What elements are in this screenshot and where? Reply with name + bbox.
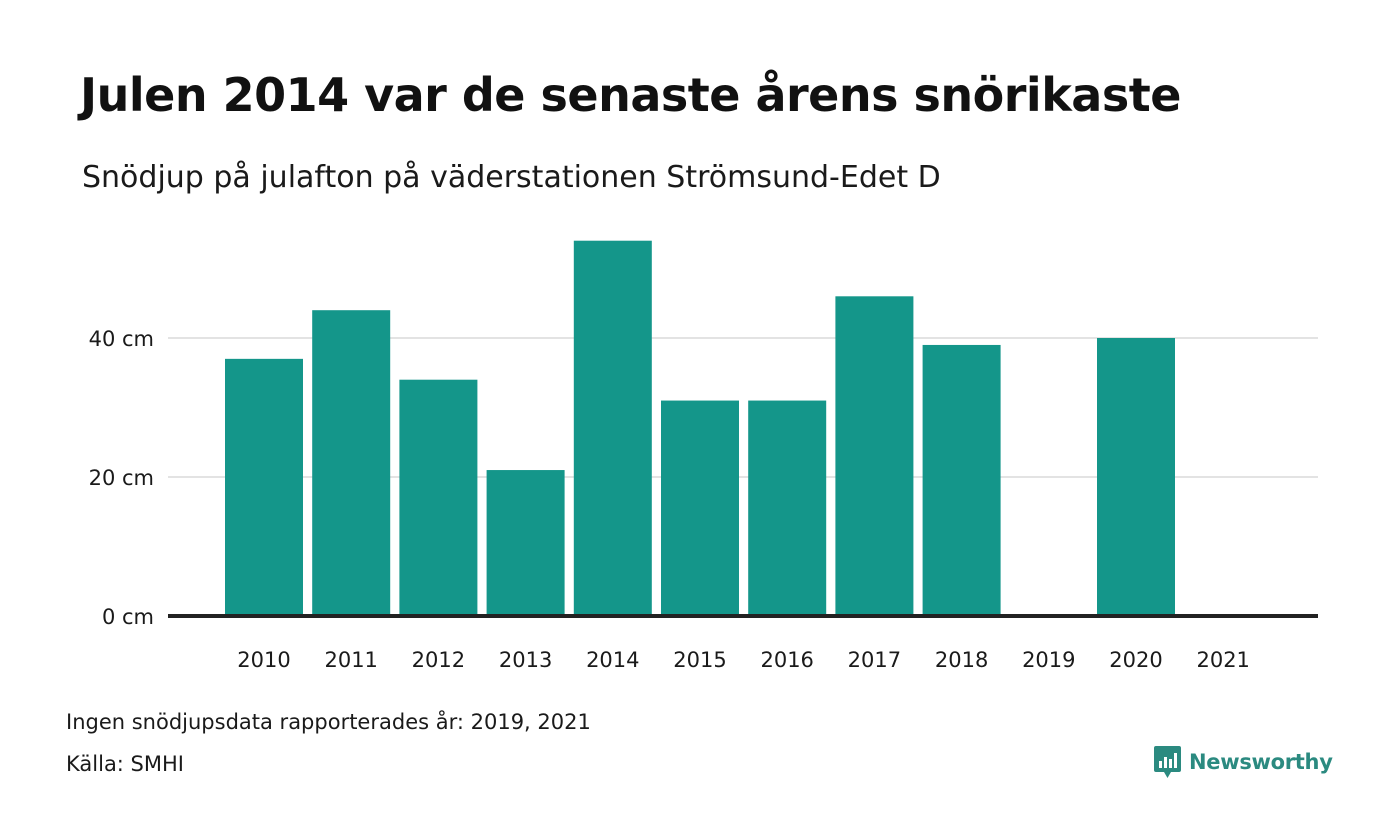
x-tick-label: 2012 <box>412 648 465 672</box>
bar <box>835 296 914 616</box>
bar <box>312 310 391 616</box>
x-tick-label: 2015 <box>673 648 726 672</box>
missing-data-note: Ingen snödjupsdata rapporterades år: 201… <box>66 710 591 734</box>
x-tick-label: 2018 <box>935 648 988 672</box>
bar <box>748 400 827 616</box>
newsworthy-logo-icon <box>1154 746 1181 778</box>
x-tick-label: 2019 <box>1022 648 1075 672</box>
x-tick-label: 2010 <box>237 648 290 672</box>
x-tick-label: 2014 <box>586 648 639 672</box>
bar <box>661 400 739 616</box>
x-tick-label: 2021 <box>1196 648 1249 672</box>
brand-name: Newsworthy <box>1189 750 1333 774</box>
x-tick-label: 2016 <box>760 648 813 672</box>
bar <box>486 470 565 616</box>
brand-logo: Newsworthy <box>1154 746 1333 778</box>
chart-subtitle: Snödjup på julafton på väderstationen St… <box>82 160 941 195</box>
bar <box>922 344 1001 616</box>
x-tick-label: 2020 <box>1109 648 1162 672</box>
x-tick-label: 2013 <box>499 648 552 672</box>
bar <box>225 358 303 616</box>
source-note: Källa: SMHI <box>66 752 184 776</box>
x-tick-label: 2011 <box>324 648 377 672</box>
y-tick-label: 40 cm <box>89 327 154 351</box>
bar <box>1097 338 1175 616</box>
chart-title: Julen 2014 var de senaste årens snörikas… <box>80 68 1181 122</box>
bar <box>399 379 478 616</box>
y-tick-label: 20 cm <box>89 466 154 490</box>
x-tick-label: 2017 <box>848 648 901 672</box>
y-tick-label: 0 cm <box>102 605 154 629</box>
bar <box>573 240 652 616</box>
